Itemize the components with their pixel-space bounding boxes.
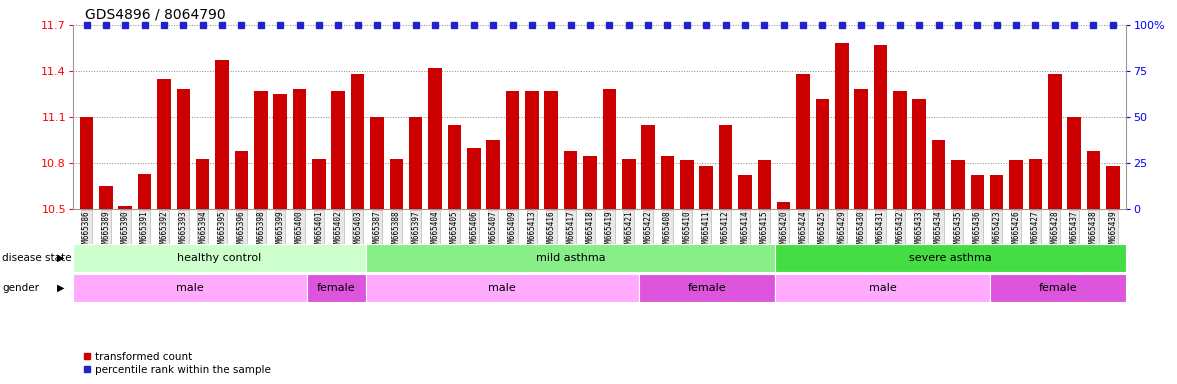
Text: male: male [488, 283, 516, 293]
Bar [990, 274, 1126, 302]
Bar [195, 159, 210, 209]
Bar [1048, 74, 1062, 209]
Text: gender: gender [2, 283, 39, 293]
Bar [584, 156, 597, 209]
Bar [254, 91, 267, 209]
Bar [758, 160, 771, 209]
Text: ▶: ▶ [56, 283, 64, 293]
Bar [1068, 117, 1080, 209]
Bar [912, 99, 926, 209]
Bar [796, 74, 810, 209]
Bar [621, 159, 636, 209]
Bar [366, 274, 639, 302]
Bar [428, 68, 441, 209]
Bar [1086, 151, 1100, 209]
Bar [467, 148, 480, 209]
Bar [273, 94, 287, 209]
Bar [447, 125, 461, 209]
Text: healthy control: healthy control [178, 253, 261, 263]
Bar [371, 117, 384, 209]
Bar [951, 160, 965, 209]
Bar [816, 99, 829, 209]
Bar [873, 45, 887, 209]
Bar [215, 60, 228, 209]
Bar [680, 160, 693, 209]
Bar [776, 274, 990, 302]
Bar [1029, 159, 1042, 209]
Bar [486, 140, 500, 209]
Bar [293, 89, 306, 209]
Text: mild asthma: mild asthma [536, 253, 605, 263]
Text: disease state: disease state [2, 253, 72, 263]
Bar [660, 156, 674, 209]
Text: male: male [869, 283, 897, 293]
Bar [119, 206, 132, 209]
Legend: transformed count, percentile rank within the sample: transformed count, percentile rank withi… [78, 348, 275, 379]
Bar [855, 89, 867, 209]
Bar [603, 89, 616, 209]
Bar [1009, 160, 1023, 209]
Bar [366, 244, 776, 272]
Bar [177, 89, 191, 209]
Bar [777, 202, 791, 209]
Bar [834, 43, 849, 209]
Bar [138, 174, 152, 209]
Bar [80, 117, 93, 209]
Bar [738, 175, 752, 209]
Text: female: female [1039, 283, 1077, 293]
Bar [234, 151, 248, 209]
Text: ▶: ▶ [56, 253, 64, 263]
Bar [641, 125, 654, 209]
Bar [158, 79, 171, 209]
Bar [408, 117, 423, 209]
Bar [332, 91, 345, 209]
Text: severe asthma: severe asthma [910, 253, 992, 263]
Bar [73, 274, 307, 302]
Bar [351, 74, 365, 209]
Text: female: female [687, 283, 726, 293]
Bar [99, 186, 113, 209]
Bar [893, 91, 906, 209]
Bar [990, 175, 1004, 209]
Text: female: female [317, 283, 355, 293]
Bar [390, 159, 404, 209]
Bar [307, 274, 366, 302]
Bar [639, 274, 776, 302]
Bar [545, 91, 558, 209]
Bar [506, 91, 519, 209]
Bar [312, 159, 326, 209]
Text: male: male [177, 283, 204, 293]
Bar [932, 140, 945, 209]
Bar [525, 91, 539, 209]
Bar [776, 244, 1126, 272]
Bar [971, 175, 984, 209]
Bar [564, 151, 578, 209]
Bar [1106, 166, 1119, 209]
Bar [699, 166, 713, 209]
Text: GDS4896 / 8064790: GDS4896 / 8064790 [85, 7, 225, 21]
Bar [719, 125, 732, 209]
Bar [73, 244, 366, 272]
